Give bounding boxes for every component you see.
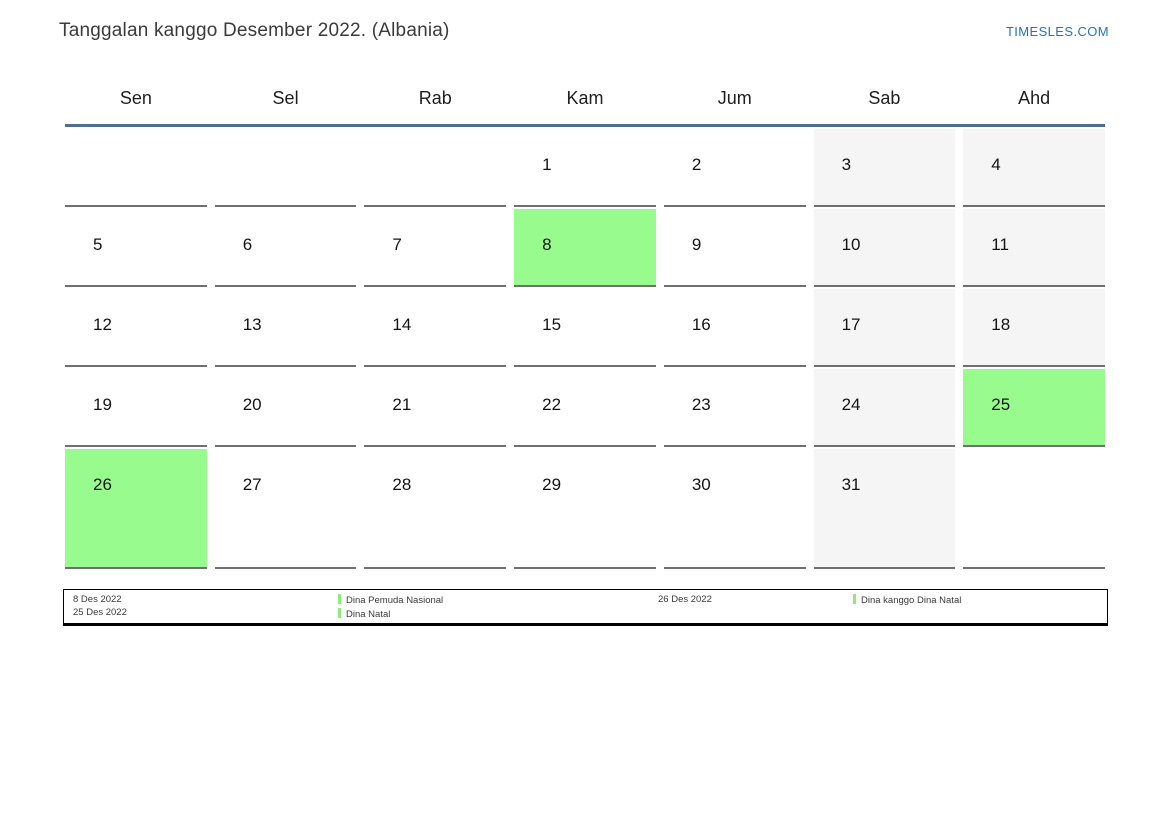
day-cell: 5 — [65, 209, 207, 287]
day-cell: 1 — [514, 129, 656, 207]
day-number: 12 — [93, 315, 112, 334]
empty-cell — [65, 129, 207, 207]
day-number: 19 — [93, 395, 112, 414]
day-number: 3 — [841, 155, 852, 174]
legend-entry: Dina Pemuda Nasional — [338, 594, 658, 608]
holiday-marker-icon — [338, 607, 341, 618]
day-number: 23 — [691, 395, 711, 414]
day-number: 1 — [542, 155, 552, 174]
legend-dates-column: 8 Des 2022 25 Des 2022 — [73, 594, 338, 623]
holiday-marker-icon — [853, 594, 856, 604]
legend-box: 8 Des 2022 25 Des 2022 Dina Pemuda Nasiona… — [63, 589, 1108, 626]
legend-entry: Dina kanggo Dina Natal — [853, 594, 961, 608]
day-cell: 11 — [963, 209, 1105, 287]
calendar: Sen Sel Rab Kam Jum Sab Ahd 1 2 3 4 5 6 7 8 9 10 11 12 13 1… — [65, 73, 1105, 569]
weekday-label: Sab — [868, 88, 901, 108]
day-cell: 9 — [663, 209, 806, 287]
day-cell: 13 — [214, 289, 357, 367]
day-number: 24 — [841, 395, 861, 414]
day-cell: 26 — [65, 449, 207, 569]
holiday-name: Dina Natal — [346, 608, 391, 620]
day-cell: 21 — [364, 369, 507, 447]
day-number: 17 — [841, 315, 861, 334]
legend-dates-column: 26 Des 2022 — [658, 594, 853, 623]
day-number: 14 — [392, 315, 412, 334]
day-cell: 20 — [214, 369, 357, 447]
day-number: 21 — [392, 395, 412, 414]
day-number: 11 — [991, 235, 1009, 254]
day-cell: 30 — [663, 449, 806, 569]
empty-cell — [214, 129, 357, 207]
day-number: 10 — [841, 235, 861, 254]
legend-date: 26 Des 2022 — [658, 594, 712, 605]
day-cell: 28 — [364, 449, 507, 569]
day-cell: 17 — [813, 289, 956, 367]
day-number: 20 — [242, 395, 262, 414]
day-number: 8 — [542, 235, 552, 254]
calendar-grid: 1 2 3 4 5 6 7 8 9 10 11 12 13 14 15 16 17 18 19 20 21 22 23 24 2… — [65, 129, 1105, 569]
legend-date: 8 Des 2022 — [73, 594, 122, 605]
day-number: 29 — [542, 475, 562, 494]
day-number: 6 — [242, 235, 253, 254]
day-cell: 3 — [813, 129, 956, 207]
day-cell: 16 — [663, 289, 806, 367]
weekday-label: Sel — [272, 88, 299, 108]
weekday-label: Kam — [566, 88, 604, 108]
top-bar: Tanggalan kanggo Desember 2022. (Albania… — [0, 0, 1169, 42]
day-number: 27 — [242, 475, 262, 494]
day-cell: 22 — [514, 369, 656, 447]
day-number: 4 — [991, 155, 1001, 174]
weekday-label: Ahd — [1018, 88, 1051, 108]
day-cell: 29 — [514, 449, 656, 569]
legend-names-column: Dina Pemuda Nasional Dina Natal — [338, 594, 658, 623]
day-number: 2 — [691, 155, 702, 174]
day-cell: 31 — [813, 449, 956, 569]
day-cell: 19 — [65, 369, 207, 447]
day-number: 31 — [841, 475, 861, 494]
legend-names-column: Dina kanggo Dina Natal — [853, 594, 961, 623]
weekday-header-row: Sen Sel Rab Kam Jum Sab Ahd — [65, 73, 1105, 127]
day-cell: 4 — [963, 129, 1105, 207]
legend-entry: Dina Natal — [338, 607, 658, 622]
day-cell: 27 — [214, 449, 357, 569]
page-title: Tanggalan kanggo Desember 2022. (Albania… — [59, 20, 450, 41]
day-number: 30 — [691, 475, 711, 494]
day-cell: 14 — [364, 289, 507, 367]
day-cell: 25 — [963, 369, 1105, 447]
weekday-label: Sen — [119, 88, 152, 108]
day-cell: 15 — [514, 289, 656, 367]
day-number: 15 — [542, 315, 562, 334]
day-number: 5 — [93, 235, 103, 254]
day-cell: 24 — [813, 369, 956, 447]
day-cell: 10 — [813, 209, 956, 287]
day-cell: 18 — [963, 289, 1105, 367]
day-number: 9 — [691, 235, 702, 254]
empty-cell — [364, 129, 507, 207]
day-number: 28 — [392, 475, 412, 494]
day-number: 26 — [93, 475, 112, 494]
day-cell: 7 — [364, 209, 507, 287]
weekday-label: Rab — [418, 88, 452, 108]
day-number: 25 — [991, 395, 1011, 414]
day-number: 16 — [691, 315, 711, 334]
day-number: 13 — [242, 315, 262, 334]
weekday-label: Jum — [717, 88, 752, 108]
day-cell: 12 — [65, 289, 207, 367]
day-cell: 8 — [514, 209, 656, 287]
day-cell: 6 — [214, 209, 357, 287]
day-number: 18 — [991, 315, 1011, 334]
empty-cell — [963, 449, 1105, 569]
day-cell: 23 — [663, 369, 806, 447]
holiday-marker-icon — [338, 594, 341, 604]
day-number: 7 — [392, 235, 402, 254]
day-cell: 2 — [663, 129, 806, 207]
holiday-name: Dina Pemuda Nasional — [346, 595, 444, 606]
site-link[interactable]: TIMESLES.COM — [1005, 24, 1109, 39]
legend-date: 25 Des 2022 — [73, 606, 127, 618]
holiday-name: Dina kanggo Dina Natal — [861, 595, 962, 606]
day-number: 22 — [542, 395, 562, 414]
